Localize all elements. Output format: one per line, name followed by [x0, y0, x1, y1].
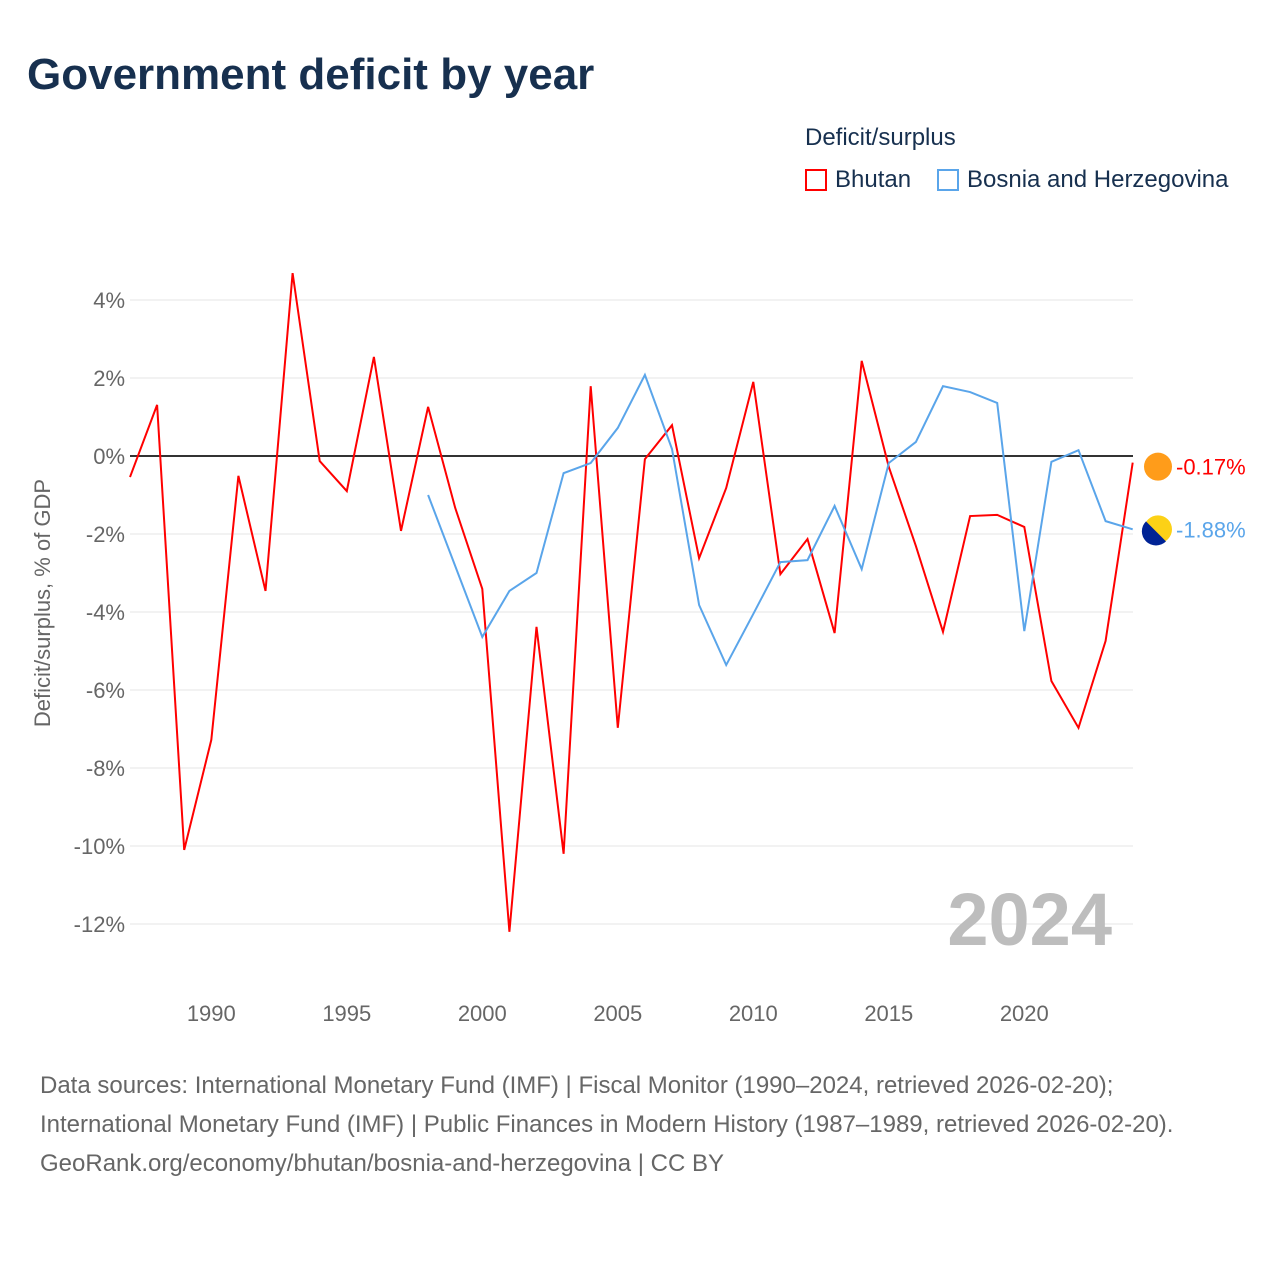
- x-tick-label: 2005: [593, 1001, 642, 1026]
- y-tick-label: -6%: [86, 678, 125, 703]
- end-value-label: -1.88%: [1176, 517, 1246, 542]
- bosnia-flag-icon: [1141, 521, 1166, 546]
- y-tick-label: -10%: [74, 834, 125, 859]
- x-tick-label: 2000: [458, 1001, 507, 1026]
- y-tick-label: -12%: [74, 912, 125, 937]
- y-tick-label: 2%: [93, 366, 125, 391]
- source-note: Data sources: International Monetary Fun…: [40, 1066, 1240, 1183]
- x-tick-label: 1990: [187, 1001, 236, 1026]
- legend-item-bhutan[interactable]: Bhutan: [805, 166, 911, 194]
- bhutan-flag-icon: [1144, 452, 1172, 481]
- y-tick-label: 0%: [93, 444, 125, 469]
- legend-item-bosnia[interactable]: Bosnia and Herzegovina: [937, 166, 1229, 194]
- x-tick-label: 2015: [864, 1001, 913, 1026]
- end-value-label: -0.17%: [1176, 455, 1246, 480]
- x-tick-label: 2020: [1000, 1001, 1049, 1026]
- legend-label: Bosnia and Herzegovina: [967, 166, 1229, 193]
- y-tick-label: -4%: [86, 600, 125, 625]
- source-text: Data sources: International Monetary Fun…: [40, 1072, 1174, 1138]
- x-tick-label: 2010: [729, 1001, 778, 1026]
- chart-title: Government deficit by year: [27, 50, 595, 99]
- y-tick-label: 4%: [93, 288, 125, 313]
- series-line-bhutan: [129, 272, 1134, 932]
- y-axis-label: Deficit/surplus, % of GDP: [30, 479, 55, 727]
- y-tick-label: -2%: [86, 522, 125, 547]
- legend-swatch: [937, 169, 959, 191]
- source-link[interactable]: GeoRank.org/economy/bhutan/bosnia-and-he…: [40, 1150, 724, 1177]
- series-line-bosnia: [427, 372, 1133, 668]
- legend-swatch: [805, 169, 827, 191]
- legend-label: Bhutan: [835, 166, 912, 193]
- legend-title: Deficit/surplus: [805, 124, 956, 151]
- x-tick-label: 1995: [322, 1001, 371, 1026]
- y-tick-label: -8%: [86, 756, 125, 781]
- year-watermark: 2024: [947, 878, 1112, 961]
